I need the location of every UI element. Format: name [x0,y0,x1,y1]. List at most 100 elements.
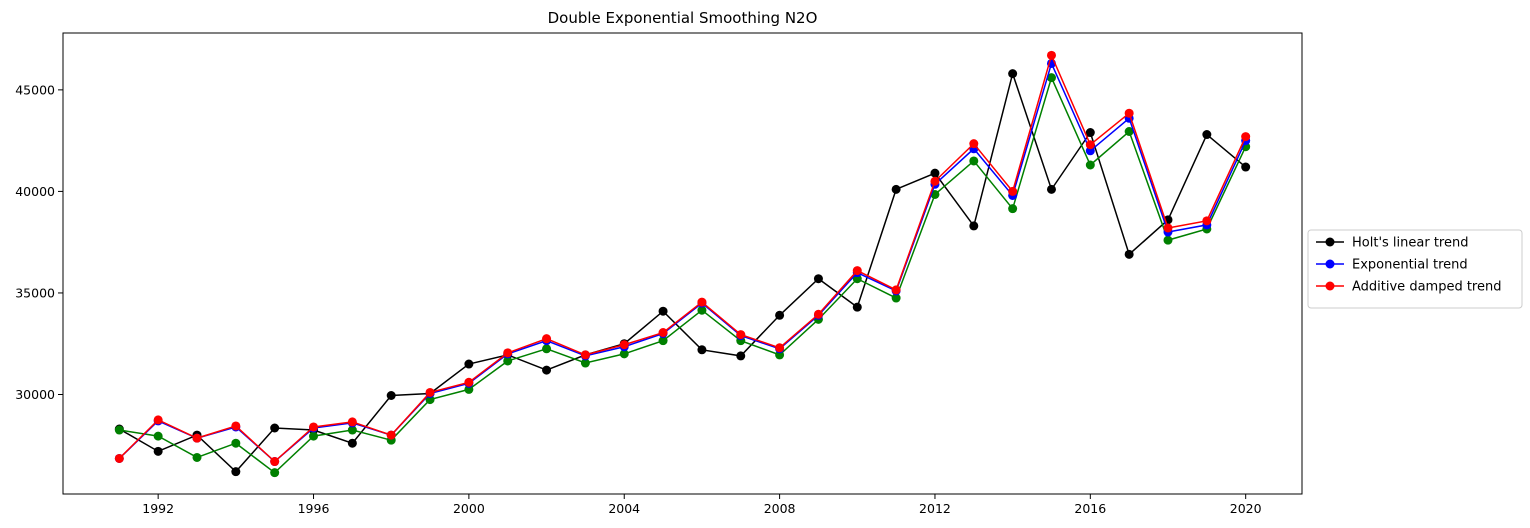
data-point [852,302,862,312]
x-tick-label: 1996 [298,501,330,516]
data-point [386,430,396,440]
data-point [425,387,435,397]
data-point [1046,73,1056,83]
data-point [619,340,629,350]
data-point [309,431,319,441]
legend-box [1307,229,1523,309]
series-0 [114,69,1251,477]
data-point [1008,186,1018,196]
data-point [1202,216,1212,226]
data-point [192,433,202,443]
data-point [1202,130,1212,140]
data-point [1008,69,1018,79]
series-line [118,61,1247,463]
data-point [580,350,590,360]
data-point [309,422,319,432]
data-point [114,425,124,435]
x-tick-label: 2016 [1074,501,1106,516]
data-point [697,297,707,307]
data-point [231,421,241,431]
data-point [1163,223,1173,233]
data-point [542,344,552,354]
data-point [775,343,785,353]
x-tick-label: 2012 [919,501,951,516]
y-tick-label: 30000 [15,387,55,402]
data-point [658,336,668,346]
data-point [1085,140,1095,150]
data-point [580,358,590,368]
data-point [153,415,163,425]
data-point [1124,249,1134,259]
legend-label: Additive damped trend [1352,280,1501,295]
y-tick-label: 45000 [15,82,55,97]
data-point [503,356,513,366]
x-tick-label: 2000 [453,501,485,516]
legend: Holt's linear trend Exponential trend Addi… [1307,229,1523,309]
data-point [542,365,552,375]
data-point [930,176,940,186]
legend-marker [1325,237,1335,247]
data-point [1241,132,1251,142]
data-point [775,310,785,320]
data-point [270,468,280,478]
data-point [1124,127,1134,136]
data-point [891,184,901,194]
x-tick-label: 2008 [764,501,796,516]
data-point [464,377,474,387]
data-point [697,345,707,355]
data-point [736,351,746,361]
data-point [192,452,202,462]
data-point [153,446,163,456]
data-point [1163,235,1173,245]
data-point [347,438,357,448]
data-point [153,431,163,441]
x-tick-label: 2020 [1230,501,1262,516]
data-point [736,330,746,340]
data-point [891,285,901,295]
legend-marker [1325,281,1335,291]
data-point [1085,128,1095,138]
data-point [813,274,823,284]
data-point [270,423,280,433]
y-tick-label: 40000 [15,184,55,199]
data-point [231,438,241,448]
legend-label: Exponential trend [1352,258,1468,273]
data-point [270,457,280,467]
data-point [231,467,241,477]
data-point [1124,108,1134,118]
legend-label: Holt's linear trend [1352,236,1468,251]
series-line [119,75,1247,474]
plot-frame [62,32,1303,495]
axes-layer: 1992 1996 2000 2004 2008 2012 2016 2020 30000 350… [15,82,1261,516]
data-point [1008,204,1018,214]
series-layer [114,50,1251,478]
data-point [464,359,474,369]
data-point [542,334,552,344]
chart-title: Double Exponential Smoothing N2O [548,9,818,27]
x-tick-label: 1992 [142,501,174,516]
data-point [813,309,823,319]
data-point [503,348,513,358]
legend-entry: Holt's linear trend [1316,236,1468,251]
x-tick-label: 2004 [608,501,640,516]
legend-marker [1325,259,1335,269]
series-line [118,70,1247,473]
data-point [658,328,668,338]
data-point [114,453,124,463]
data-point [969,139,979,149]
series-line [118,53,1247,463]
data-point [969,156,979,166]
data-point [1085,160,1095,170]
data-point [619,349,629,359]
data-point [347,417,357,427]
data-point [969,221,979,231]
data-point [852,266,862,276]
y-tick-label: 35000 [15,285,55,300]
legend-entry: Exponential trend [1316,258,1468,273]
data-point [930,168,940,178]
data-point [386,391,396,400]
data-point [347,425,357,435]
data-point [1241,162,1251,172]
data-point [891,293,901,303]
